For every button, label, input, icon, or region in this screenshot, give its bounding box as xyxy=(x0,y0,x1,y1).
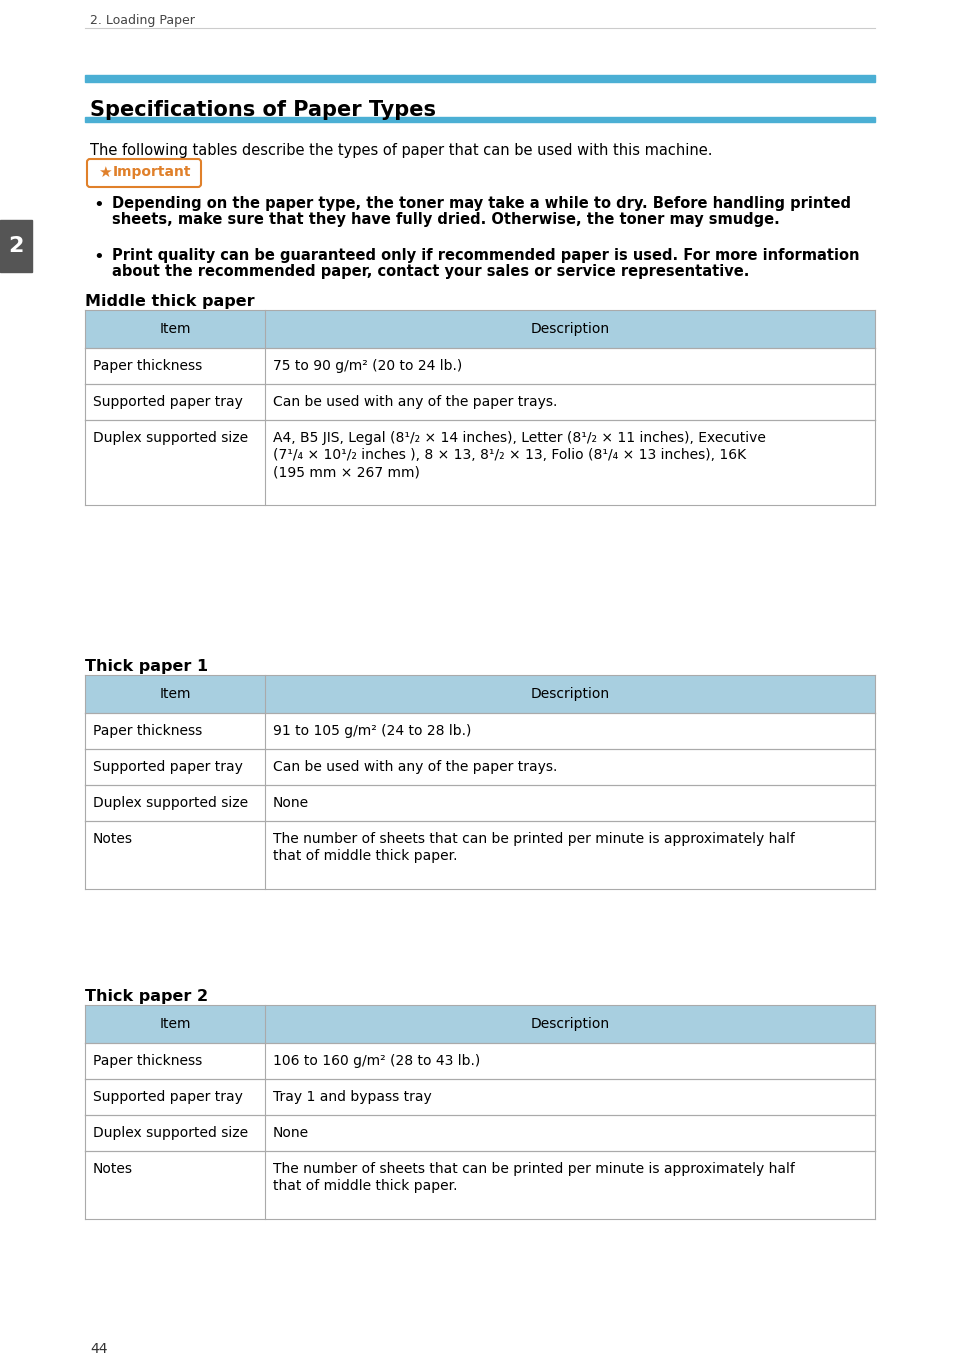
Bar xyxy=(85,1115,875,1151)
Text: about the recommended paper, contact your sales or service representative.: about the recommended paper, contact you… xyxy=(112,264,749,279)
Bar xyxy=(85,675,875,713)
Text: that of middle thick paper.: that of middle thick paper. xyxy=(273,849,457,864)
Bar xyxy=(85,1043,875,1078)
Text: The following tables describe the types of paper that can be used with this mach: The following tables describe the types … xyxy=(90,143,713,158)
Text: Item: Item xyxy=(159,1017,191,1031)
Bar xyxy=(85,75,875,82)
Text: Description: Description xyxy=(530,1017,610,1031)
Bar xyxy=(85,1005,875,1043)
Text: Duplex supported size: Duplex supported size xyxy=(93,1126,248,1140)
Text: 44: 44 xyxy=(90,1342,107,1356)
Text: Can be used with any of the paper trays.: Can be used with any of the paper trays. xyxy=(273,760,557,774)
Text: Description: Description xyxy=(530,687,610,700)
Bar xyxy=(85,785,875,821)
Text: 91 to 105 g/m² (24 to 28 lb.): 91 to 105 g/m² (24 to 28 lb.) xyxy=(273,724,472,738)
Text: ★: ★ xyxy=(98,165,111,180)
Text: Paper thickness: Paper thickness xyxy=(93,359,202,373)
Text: Important: Important xyxy=(113,165,192,180)
Bar xyxy=(85,749,875,785)
Text: Middle thick paper: Middle thick paper xyxy=(85,294,255,309)
Bar xyxy=(85,821,875,889)
Bar xyxy=(85,1078,875,1115)
Text: Description: Description xyxy=(530,322,610,336)
Text: None: None xyxy=(273,796,309,811)
Text: Supported paper tray: Supported paper tray xyxy=(93,1089,243,1104)
Bar xyxy=(85,384,875,420)
Text: sheets, make sure that they have fully dried. Otherwise, the toner may smudge.: sheets, make sure that they have fully d… xyxy=(112,212,780,227)
Text: The number of sheets that can be printed per minute is approximately half: The number of sheets that can be printed… xyxy=(273,832,795,846)
Text: •: • xyxy=(93,196,104,214)
Text: Paper thickness: Paper thickness xyxy=(93,724,202,738)
Bar xyxy=(85,348,875,384)
Text: Thick paper 2: Thick paper 2 xyxy=(85,989,208,1004)
Text: 75 to 90 g/m² (20 to 24 lb.): 75 to 90 g/m² (20 to 24 lb.) xyxy=(273,359,462,373)
Text: Item: Item xyxy=(159,687,191,700)
Text: Tray 1 and bypass tray: Tray 1 and bypass tray xyxy=(273,1089,432,1104)
Text: Duplex supported size: Duplex supported size xyxy=(93,431,248,445)
Text: Supported paper tray: Supported paper tray xyxy=(93,394,243,409)
Text: Item: Item xyxy=(159,322,191,336)
Bar xyxy=(0,220,32,272)
Text: Supported paper tray: Supported paper tray xyxy=(93,760,243,774)
Text: Duplex supported size: Duplex supported size xyxy=(93,796,248,811)
Text: Print quality can be guaranteed only if recommended paper is used. For more info: Print quality can be guaranteed only if … xyxy=(112,248,859,262)
Text: (195 mm × 267 mm): (195 mm × 267 mm) xyxy=(273,465,420,479)
Text: •: • xyxy=(93,248,104,267)
Text: 106 to 160 g/m² (28 to 43 lb.): 106 to 160 g/m² (28 to 43 lb.) xyxy=(273,1054,480,1068)
Bar xyxy=(85,1151,875,1219)
Text: Notes: Notes xyxy=(93,832,133,846)
Text: None: None xyxy=(273,1126,309,1140)
Text: The number of sheets that can be printed per minute is approximately half: The number of sheets that can be printed… xyxy=(273,1161,795,1176)
Bar xyxy=(85,117,875,122)
Text: Paper thickness: Paper thickness xyxy=(93,1054,202,1068)
Text: Specifications of Paper Types: Specifications of Paper Types xyxy=(90,101,436,120)
FancyBboxPatch shape xyxy=(87,159,201,188)
Text: that of middle thick paper.: that of middle thick paper. xyxy=(273,1179,457,1193)
Text: Thick paper 1: Thick paper 1 xyxy=(85,660,208,675)
Text: Depending on the paper type, the toner may take a while to dry. Before handling : Depending on the paper type, the toner m… xyxy=(112,196,851,211)
Bar xyxy=(85,713,875,749)
Bar xyxy=(85,420,875,505)
Text: A4, B5 JIS, Legal (8¹/₂ × 14 inches), Letter (8¹/₂ × 11 inches), Executive: A4, B5 JIS, Legal (8¹/₂ × 14 inches), Le… xyxy=(273,431,766,445)
Text: 2. Loading Paper: 2. Loading Paper xyxy=(90,14,195,27)
Text: 2: 2 xyxy=(9,237,24,256)
Text: Can be used with any of the paper trays.: Can be used with any of the paper trays. xyxy=(273,394,557,409)
Text: (7¹/₄ × 10¹/₂ inches ), 8 × 13, 8¹/₂ × 13, Folio (8¹/₄ × 13 inches), 16K: (7¹/₄ × 10¹/₂ inches ), 8 × 13, 8¹/₂ × 1… xyxy=(273,447,746,462)
Bar xyxy=(85,310,875,348)
Text: Notes: Notes xyxy=(93,1161,133,1176)
